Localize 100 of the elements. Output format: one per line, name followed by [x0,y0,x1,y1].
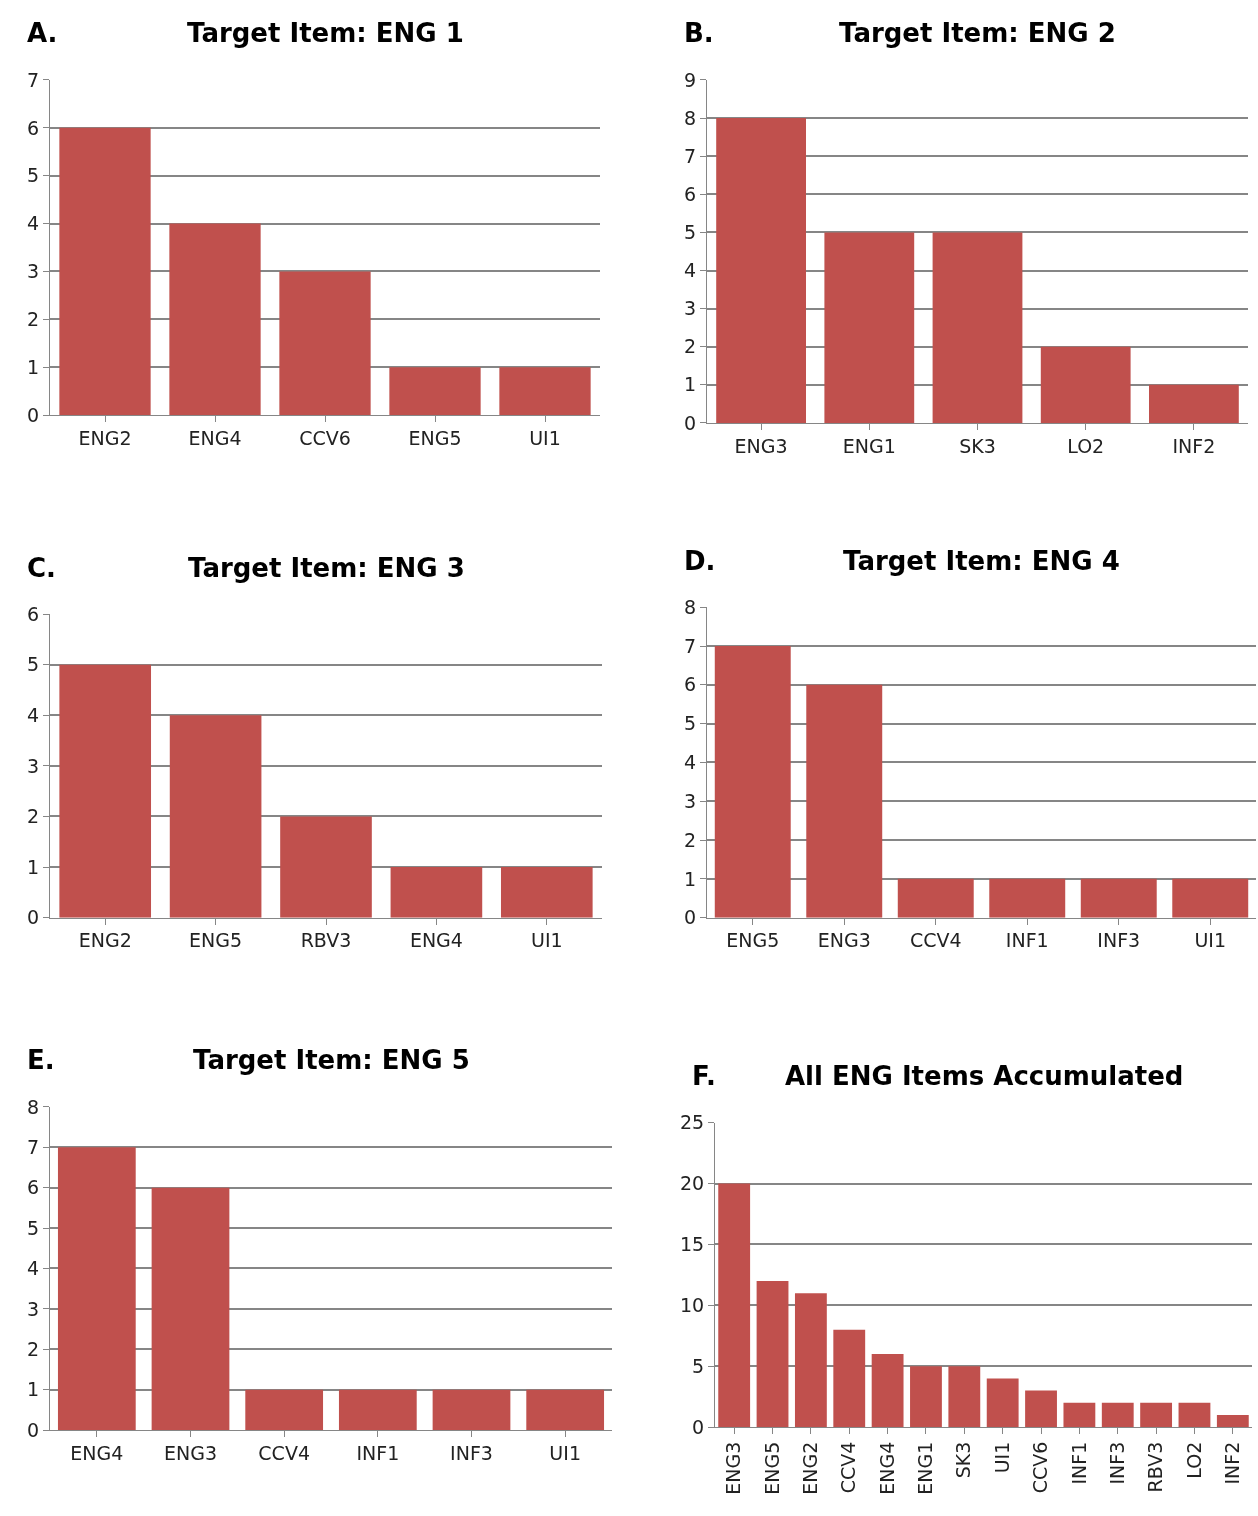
x-tick-label: LO2 [1067,434,1105,457]
x-tick-label: CCV4 [837,1441,860,1494]
y-tick-label: 0 [684,411,697,434]
bar [500,867,593,918]
bar [1216,1414,1249,1428]
bar [338,1389,417,1431]
bar [59,664,152,918]
bar [948,1366,981,1428]
x-tick-label: CCV4 [258,1441,310,1464]
x-tick-label: UI1 [1194,929,1227,952]
bar [897,878,974,918]
x-tick-label: UI1 [990,1441,1013,1474]
x-tick-label: INF1 [1067,1441,1090,1485]
y-tick-label: 2 [27,1337,40,1360]
x-tick-label: UI1 [529,426,561,449]
y-tick-label: 5 [692,1354,705,1377]
bar [716,118,806,423]
bar [59,127,151,416]
bar [151,1187,230,1431]
text: D. [684,546,716,576]
x-tick-label: INF1 [1005,929,1049,952]
x-tick-label: ENG3 [734,434,788,457]
x-tick-label: ENG4 [875,1441,898,1495]
bar [718,1183,751,1428]
y-tick-label: 8 [684,595,697,618]
bar [432,1389,511,1431]
x-tick-label: INF2 [1172,434,1216,457]
x-tick-label: ENG2 [799,1441,822,1495]
text: B. [684,18,714,48]
y-tick-label: 6 [27,1176,40,1199]
y-tick-label: 0 [27,1418,40,1441]
y-tick-label: 0 [27,403,40,426]
y-tick-label: 3 [27,260,40,283]
bar [871,1354,904,1428]
bar [280,816,372,918]
bar [169,715,262,918]
y-tick-label: 5 [27,1216,40,1239]
y-tick-label: 7 [684,634,697,657]
x-tick-label: UI1 [549,1441,581,1464]
bar [1101,1402,1134,1428]
bar [245,1389,324,1431]
text: C. [27,553,56,583]
bar [279,271,371,416]
y-tick-label: 0 [684,906,697,929]
bar [1149,384,1239,423]
y-tick-label: 15 [680,1233,705,1256]
y-tick-label: 4 [27,703,40,726]
y-tick-label: 7 [27,1135,40,1158]
y-tick-label: 4 [684,259,697,282]
chart-title: Target Item: ENG 4 [843,546,1120,576]
bar [1178,1402,1211,1428]
bar [1063,1402,1096,1428]
x-tick-label: INF2 [1220,1441,1243,1485]
x-tick-label: ENG1 [914,1441,937,1495]
y-tick-label: 5 [684,221,697,244]
y-tick-label: 0 [692,1415,705,1438]
bar [986,1378,1019,1428]
y-tick-label: 3 [684,789,697,812]
chart-title: All ENG Items Accumulated [785,1061,1184,1091]
bar [390,867,483,918]
x-tick-label: CCV6 [1029,1441,1052,1494]
y-tick-label: 6 [684,673,697,696]
x-tick-label: ENG4 [409,929,463,952]
y-tick-label: 4 [684,751,697,774]
x-tick-label: UI1 [531,929,563,952]
bar [1140,1402,1173,1428]
y-tick-label: 8 [27,1095,40,1118]
bar [932,232,1023,423]
x-tick-label: INF3 [1097,929,1141,952]
bar [57,1147,136,1431]
y-tick-label: 4 [27,212,40,235]
y-tick-label: 6 [27,602,40,625]
y-tick-label: 5 [684,712,697,735]
bar [989,878,1066,918]
y-tick-label: 1 [684,867,697,890]
bar [389,367,481,416]
x-tick-label: ENG4 [70,1441,124,1464]
y-tick-label: 5 [27,653,40,676]
x-tick-label: SK3 [952,1441,975,1479]
x-tick-label: ENG5 [726,929,780,952]
x-tick-label: SK3 [959,434,996,457]
bar [169,223,261,416]
bar [833,1329,866,1428]
x-tick-label: INF3 [1105,1441,1128,1485]
bar [1172,878,1249,918]
y-tick-label: 1 [27,855,40,878]
bar [499,367,591,416]
x-tick-label: ENG2 [78,426,132,449]
x-tick-label: CCV4 [909,929,962,952]
chart-title: Target Item: ENG 3 [188,553,465,583]
bar [526,1389,605,1431]
y-tick-label: 1 [27,1378,40,1401]
y-tick-label: 10 [680,1293,705,1316]
y-tick-label: 2 [27,307,40,330]
x-tick-label: INF3 [450,1441,493,1464]
x-tick-label: ENG3 [163,1441,218,1464]
chart-title: Target Item: ENG 5 [193,1045,470,1075]
y-tick-label: 5 [27,164,40,187]
y-tick-label: 8 [684,106,697,129]
bar [1025,1390,1057,1428]
